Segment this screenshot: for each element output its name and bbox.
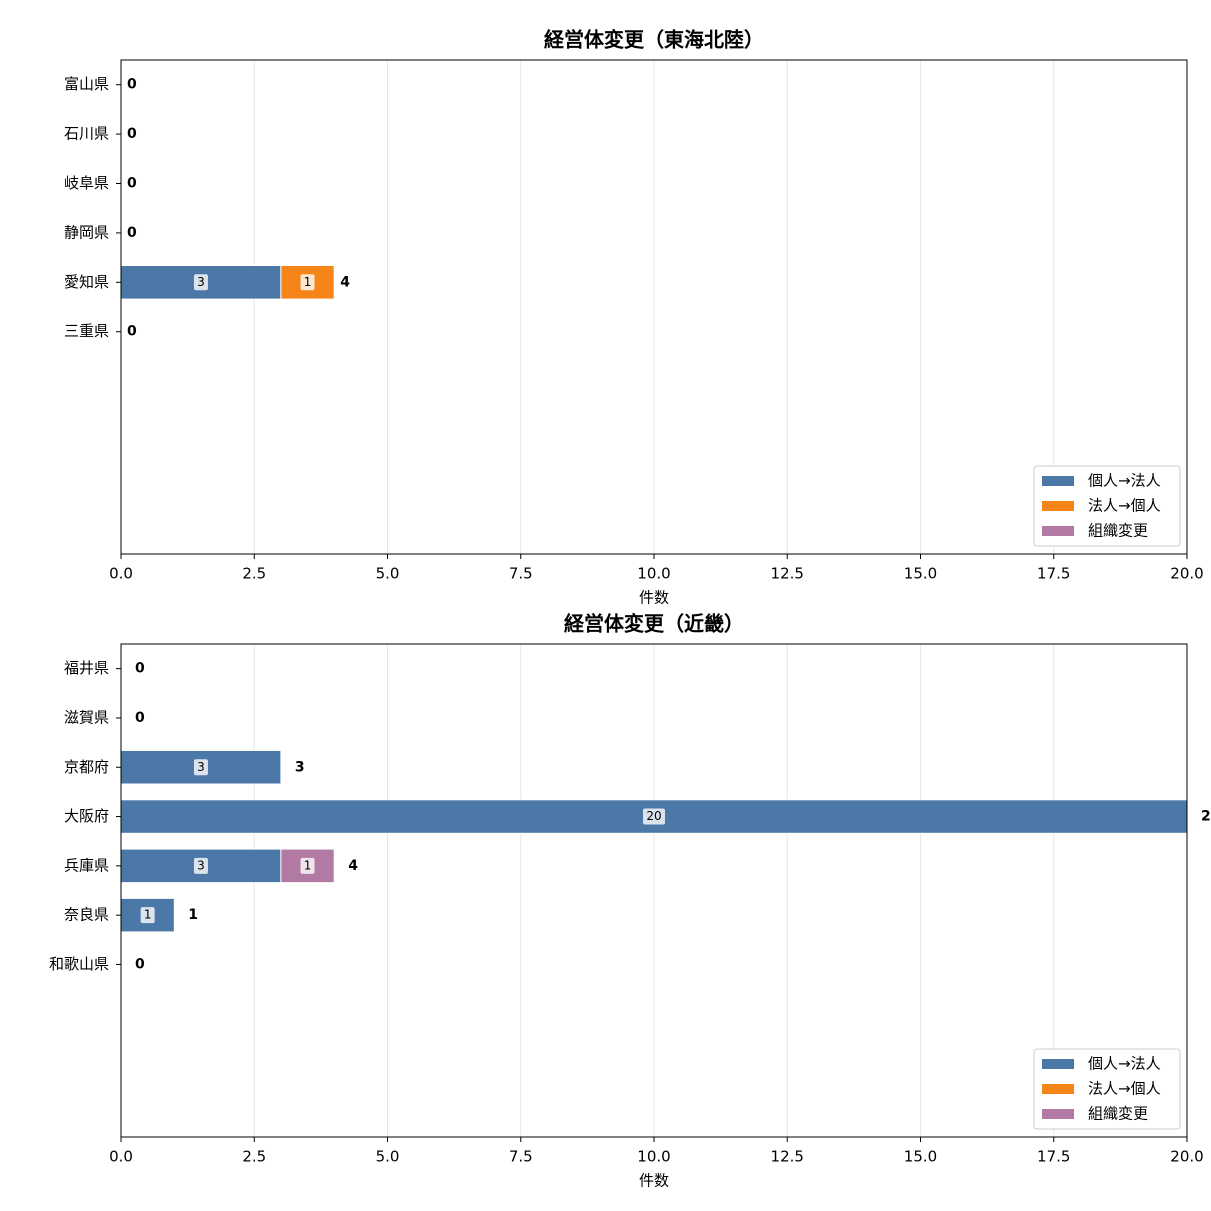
x-tick-label: 10.0 [637, 565, 670, 583]
y-tick-label: 静岡県 [64, 223, 109, 241]
y-tick-label: 大阪府 [64, 807, 109, 825]
legend-swatch [1042, 526, 1074, 536]
y-tick-label: 和歌山県 [49, 955, 109, 973]
x-tick-label: 10.0 [637, 1148, 670, 1166]
y-tick-label: 京都府 [64, 758, 109, 776]
y-tick-label: 滋賀県 [64, 708, 109, 726]
total-label: 0 [135, 710, 145, 726]
x-tick-label: 0.0 [109, 1148, 133, 1166]
legend-label: 組織変更 [1088, 522, 1148, 540]
total-label: 0 [135, 956, 145, 972]
x-tick-label: 17.5 [1037, 565, 1070, 583]
segment-label-box [193, 857, 208, 874]
total-label: 0 [127, 126, 137, 142]
legend-label: 個人→法人 [1088, 472, 1161, 490]
segment-label-box [643, 808, 665, 825]
legend-swatch [1042, 1084, 1074, 1094]
y-tick-label: 岐阜県 [64, 174, 109, 192]
legend-swatch [1042, 501, 1074, 511]
x-axis-label: 件数 [639, 1172, 669, 1190]
total-label: 3 [295, 759, 305, 775]
segment-label-box [300, 857, 315, 874]
legend-swatch [1042, 476, 1074, 486]
y-tick-label: 富山県 [64, 75, 109, 93]
x-tick-label: 20.0 [1170, 1148, 1203, 1166]
x-tick-label: 15.0 [904, 565, 937, 583]
x-tick-label: 7.5 [509, 1148, 533, 1166]
legend-label: 個人→法人 [1088, 1055, 1161, 1073]
y-tick-label: 兵庫県 [64, 856, 109, 874]
total-label: 4 [340, 274, 350, 290]
segment-label: 1 [304, 858, 312, 872]
chart-title: 経営体変更（近畿） [564, 612, 744, 636]
segment-label: 3 [197, 760, 205, 774]
segment-label-box [300, 274, 315, 291]
y-tick-label: 三重県 [64, 322, 109, 340]
segment-label-box [193, 274, 208, 291]
plot-frame [120, 59, 1188, 555]
segment-label: 20 [646, 809, 661, 823]
total-label: 0 [127, 176, 137, 192]
x-tick-label: 12.5 [771, 1148, 804, 1166]
chart-title: 経営体変更（東海北陸） [544, 28, 764, 52]
x-tick-label: 5.0 [376, 565, 400, 583]
segment-label: 3 [197, 858, 205, 872]
total-label: 1 [188, 907, 198, 923]
total-label: 20 [1201, 809, 1211, 825]
legend-swatch [1042, 1059, 1074, 1069]
total-label: 0 [127, 225, 137, 241]
legend-label: 組織変更 [1088, 1105, 1148, 1123]
total-label: 0 [127, 324, 137, 340]
total-label: 0 [127, 77, 137, 93]
x-tick-label: 5.0 [376, 1148, 400, 1166]
x-tick-label: 0.0 [109, 565, 133, 583]
segment-label: 3 [197, 275, 205, 289]
x-tick-label: 2.5 [242, 565, 266, 583]
x-tick-label: 7.5 [509, 565, 533, 583]
x-tick-label: 20.0 [1170, 565, 1203, 583]
y-tick-label: 福井県 [64, 659, 109, 677]
segment-label: 1 [304, 275, 312, 289]
plot-frame [120, 643, 1188, 1138]
legend-label: 法人→個人 [1088, 1080, 1161, 1098]
x-tick-label: 17.5 [1037, 1148, 1070, 1166]
segment-label-box [140, 907, 155, 924]
y-tick-label: 石川県 [64, 125, 109, 143]
x-tick-label: 2.5 [242, 1148, 266, 1166]
legend-label: 法人→個人 [1088, 497, 1161, 515]
segment-label-box [193, 759, 208, 776]
y-tick-label: 愛知県 [64, 273, 109, 291]
x-tick-label: 15.0 [904, 1148, 937, 1166]
total-label: 0 [135, 661, 145, 677]
y-tick-label: 奈良県 [64, 906, 109, 924]
legend-swatch [1042, 1109, 1074, 1119]
segment-label: 1 [144, 908, 152, 922]
x-axis-label: 件数 [639, 589, 669, 607]
total-label: 4 [348, 858, 358, 874]
x-tick-label: 12.5 [771, 565, 804, 583]
